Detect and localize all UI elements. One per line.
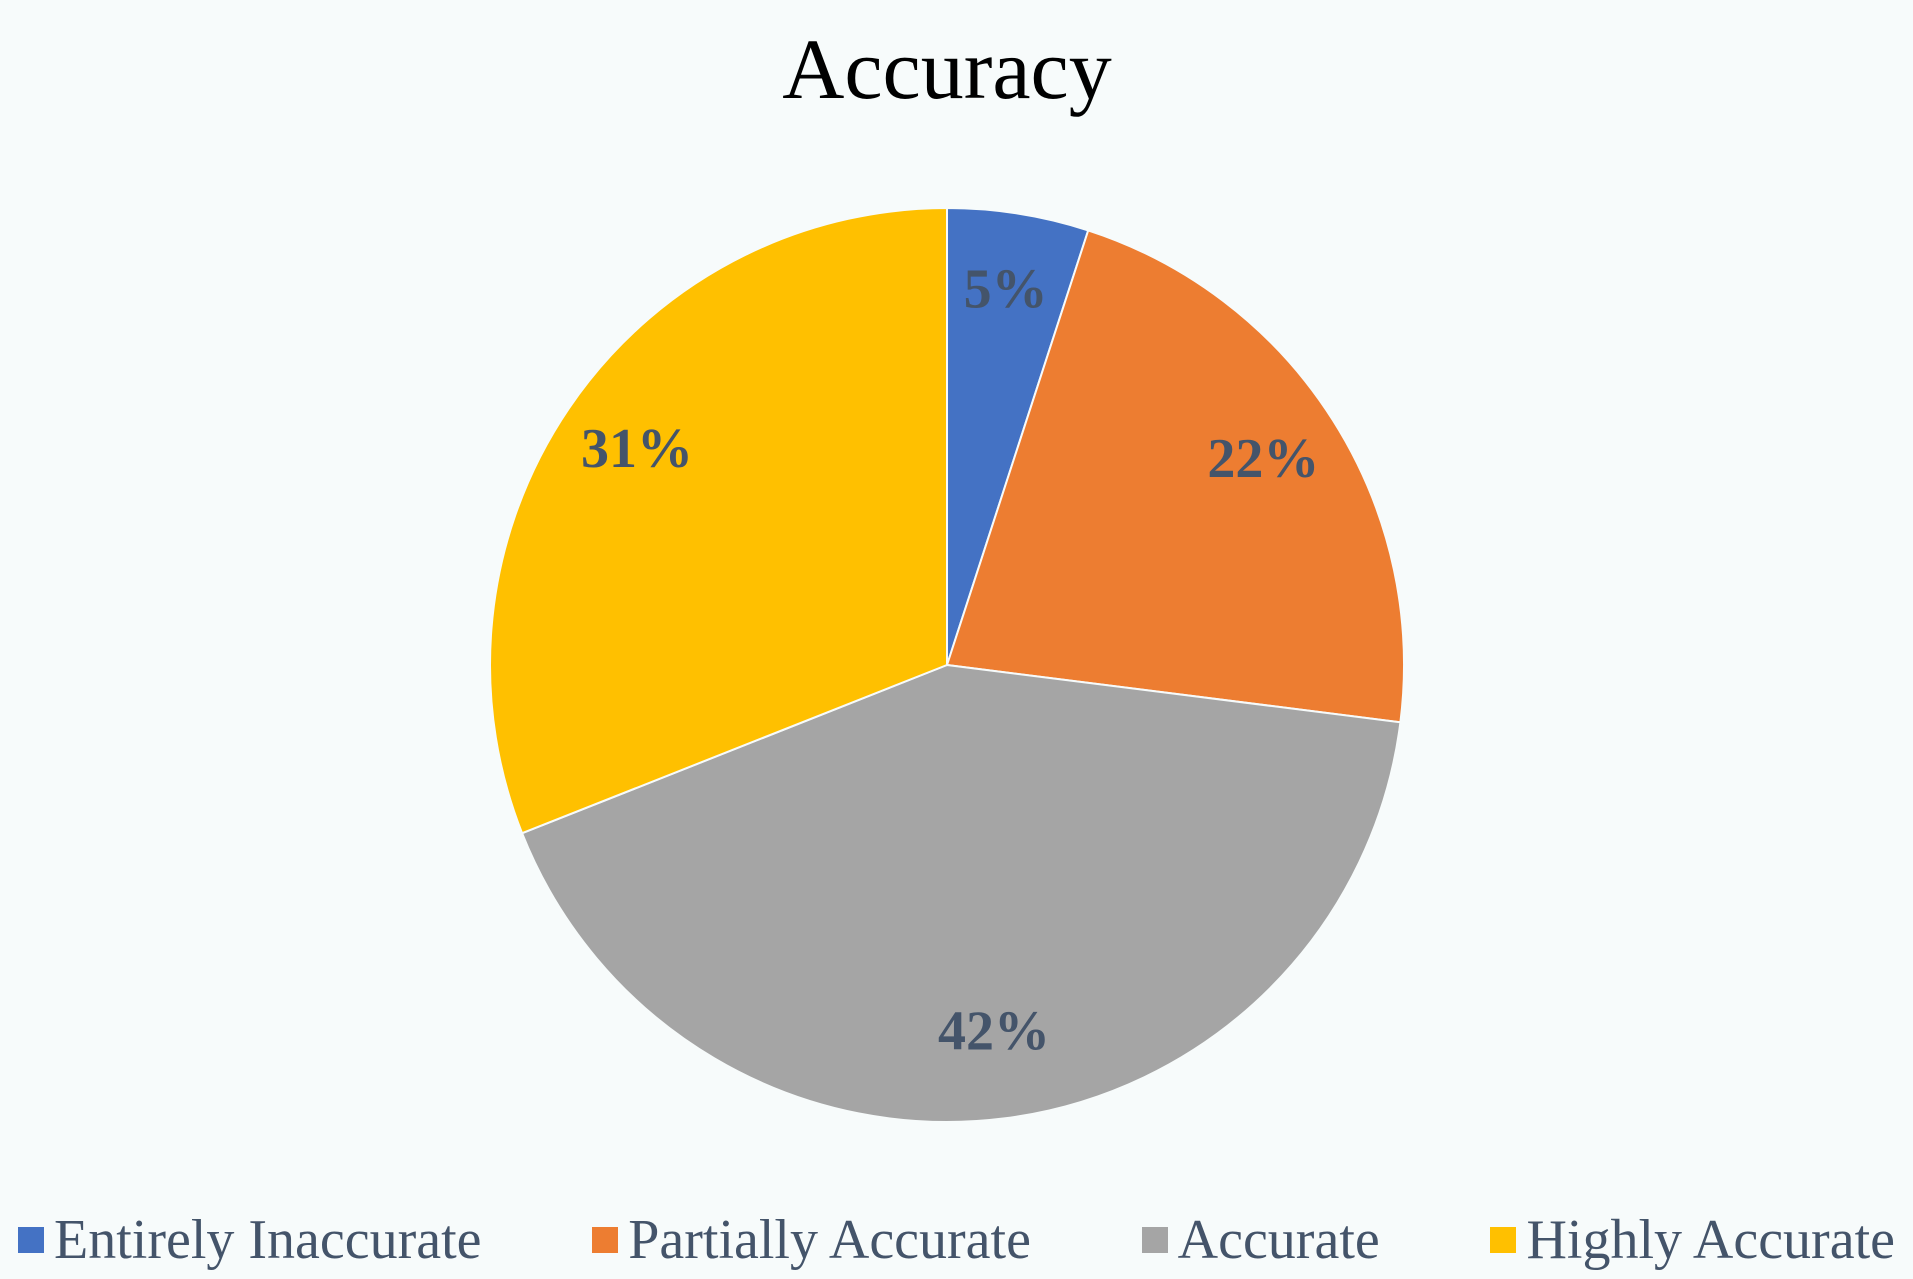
legend-swatch xyxy=(1141,1227,1168,1253)
legend-swatch xyxy=(18,1227,44,1253)
data-label: 42% xyxy=(938,1001,1050,1063)
data-label: 5% xyxy=(964,259,1048,321)
pie-slice xyxy=(489,206,948,835)
legend-item: Entirely Inaccurate xyxy=(18,1208,482,1272)
legend-label: Entirely Inaccurate xyxy=(54,1209,482,1271)
legend-item: Partially Accurate xyxy=(592,1208,1031,1272)
legend-item: Accurate xyxy=(1141,1208,1380,1272)
legend-label: Accurate xyxy=(1177,1209,1380,1271)
legend-item: Highly Accurate xyxy=(1490,1208,1895,1272)
legend: Entirely Inaccurate Partially Accurate Acc… xyxy=(18,1205,1895,1275)
pie-slice xyxy=(520,663,1402,1123)
data-label: 31% xyxy=(581,418,693,480)
legend-label: Partially Accurate xyxy=(628,1209,1031,1271)
legend-swatch xyxy=(1490,1227,1517,1253)
chart: Accuracy 5% 22% 42% 31% xyxy=(489,21,1405,1123)
pie-slice xyxy=(946,206,1090,666)
chart-title: Accuracy xyxy=(782,21,1111,117)
data-label: 22% xyxy=(1207,428,1319,490)
legend-swatch xyxy=(592,1227,619,1253)
pie-slice xyxy=(945,229,1405,724)
legend-label: Highly Accurate xyxy=(1526,1209,1895,1271)
